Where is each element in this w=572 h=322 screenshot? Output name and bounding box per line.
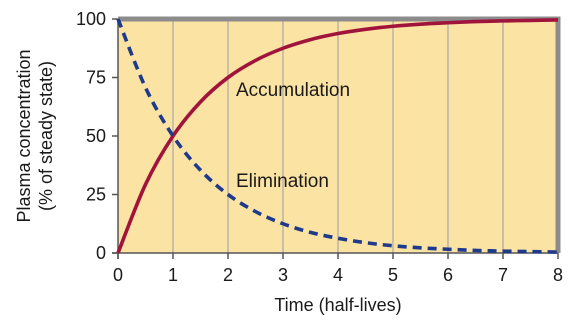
series-layer: [116, 18, 559, 254]
y-tick-label-25: 25: [86, 185, 106, 205]
x-tick-label-5: 5: [388, 265, 398, 285]
elimination-annotation: Elimination: [236, 171, 329, 192]
x-axis-title: Time (half-lives): [274, 295, 401, 315]
x-tick-label-8: 8: [553, 265, 563, 285]
x-tick-label-4: 4: [333, 265, 343, 285]
y-tick-label-75: 75: [86, 68, 106, 88]
y-tick-label-50: 50: [86, 126, 106, 146]
x-tick-label-3: 3: [278, 265, 288, 285]
y-axis-title-line-2: (% of steady state): [36, 61, 56, 211]
y-tick-label-100: 100: [76, 9, 106, 29]
y-axis-title-line-1: Plasma concentration: [14, 49, 34, 222]
plot-frame: [112, 16, 561, 259]
y-axis-title: Plasma concentration (% of steady state): [14, 49, 56, 222]
series-elimination-line: [116, 18, 559, 254]
accumulation-annotation: Accumulation: [236, 80, 350, 101]
y-axis-ticks: 0 25 50 75 100: [76, 9, 118, 263]
x-tick-label-6: 6: [443, 265, 453, 285]
series-accumulation-line: [116, 18, 559, 254]
x-axis-ticks: 0 1 2 3 4 5 6 7 8: [113, 253, 563, 285]
y-tick-label-0: 0: [96, 243, 106, 263]
grid-lines: [172, 19, 504, 253]
x-tick-label-1: 1: [168, 265, 178, 285]
x-tick-label-2: 2: [223, 265, 233, 285]
x-tick-label-7: 7: [498, 265, 508, 285]
x-tick-label-0: 0: [113, 265, 123, 285]
